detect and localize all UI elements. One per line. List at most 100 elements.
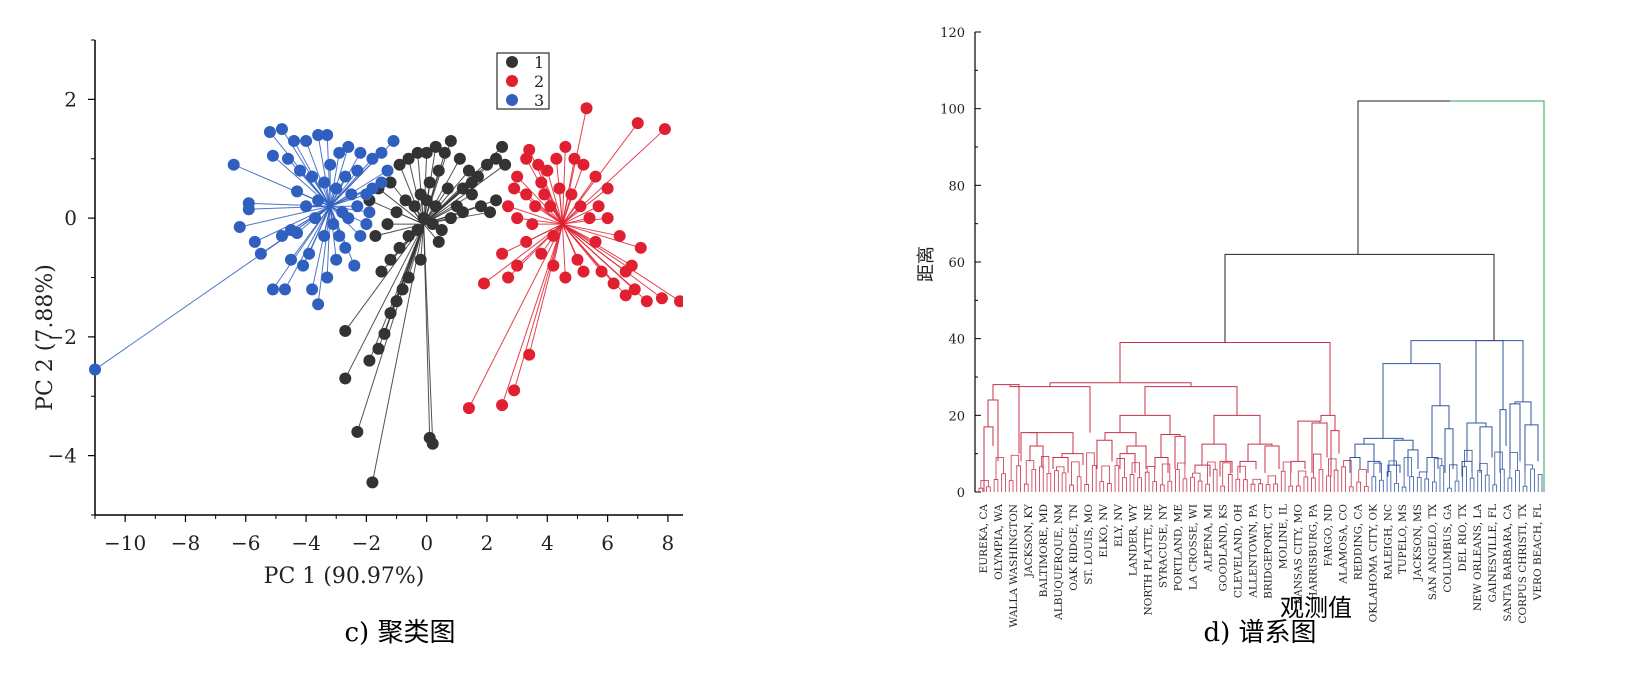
leaf-link <box>1318 469 1324 492</box>
leaf-link <box>1016 465 1021 492</box>
series-2-point <box>613 229 626 242</box>
series-3-point <box>360 218 373 231</box>
series-3-point <box>227 158 240 171</box>
x-axis-label: PC 1 (90.97%) <box>264 564 425 589</box>
series-1-point <box>351 425 364 438</box>
leaf-link <box>1040 456 1050 474</box>
leaf-label: JACKSON, MS <box>1412 504 1424 582</box>
leaf-label: DEL RIO, TX <box>1457 503 1469 571</box>
leaf-link <box>1439 465 1445 492</box>
leaf-label: SAN ANGELO, TX <box>1427 503 1439 600</box>
leaf-link <box>1477 469 1482 492</box>
series-1-point <box>432 164 445 177</box>
leaf-label: RALEIGH, NC <box>1382 504 1394 580</box>
merge-link <box>1126 445 1147 469</box>
series-2-ray <box>562 205 599 225</box>
leaf-link <box>1379 479 1384 492</box>
series-1-point <box>441 182 454 195</box>
series-1-point <box>384 253 397 266</box>
leaf-link <box>1432 481 1437 492</box>
leaf-link <box>1409 476 1414 492</box>
leaf-link <box>1001 473 1006 492</box>
leaf-label: ST. LOUIS, MO <box>1083 504 1095 585</box>
series-2-ray <box>517 217 563 225</box>
series-3-point <box>266 283 279 296</box>
leaf-link <box>1137 477 1142 492</box>
series-3-point <box>354 229 367 242</box>
leaf-link <box>1205 483 1210 492</box>
merge-link <box>1154 457 1169 473</box>
merge-link <box>1096 439 1113 469</box>
series-1-ray <box>344 223 425 332</box>
series-3-point <box>291 226 304 239</box>
leaf-link <box>1099 481 1105 492</box>
leaf-link <box>1235 478 1241 492</box>
leaf-link <box>1394 482 1399 492</box>
series-3-point <box>275 229 288 242</box>
series-3-point <box>333 146 346 159</box>
merge-link <box>1264 445 1280 473</box>
y-tick-label: 100 <box>940 103 965 118</box>
series-1-ray <box>378 188 424 225</box>
leaf-label: LA CROSSE, WI <box>1188 504 1200 590</box>
series-2-point <box>631 117 644 130</box>
series-2-point <box>523 348 536 361</box>
leaf-link <box>1212 469 1218 492</box>
series-2-ray <box>507 205 563 225</box>
series-3-point <box>342 140 355 153</box>
merge-link <box>1330 430 1340 477</box>
leaf-link <box>1507 477 1513 492</box>
leaf-link <box>1295 485 1301 492</box>
series-3-point <box>297 259 310 272</box>
series-2-point <box>502 271 515 284</box>
series-1-point <box>414 253 427 266</box>
leaf-link <box>1386 471 1392 492</box>
leaf-link <box>1500 468 1505 492</box>
y-tick-label: 0 <box>64 206 77 230</box>
leaf-link <box>1069 484 1074 492</box>
series-3-point <box>306 170 319 183</box>
leaf-label: GAINESVILLE, FL <box>1487 504 1499 602</box>
leaf-link <box>1341 466 1346 492</box>
series-2-ray <box>562 223 681 302</box>
leaf-link <box>1010 454 1020 481</box>
merge-link <box>1524 424 1539 473</box>
leaf-link <box>1071 461 1080 486</box>
series-2-ray <box>562 223 663 299</box>
series-3-ray <box>317 134 331 207</box>
leaf-link <box>1418 471 1428 479</box>
leaf-link <box>1522 485 1528 492</box>
series-1-point <box>390 206 403 219</box>
series-1-point <box>402 152 415 165</box>
series-3-point <box>233 221 246 234</box>
series-2-point <box>634 241 647 254</box>
scatter-caption: c) 聚类图 <box>344 618 456 648</box>
leaf-link <box>1273 483 1278 492</box>
series-3-point <box>312 129 325 141</box>
y-tick-label: 60 <box>948 256 965 271</box>
series-2-point <box>577 158 590 171</box>
leaf-link <box>1462 466 1467 492</box>
series-2-point <box>595 265 608 278</box>
leaf-link <box>1373 462 1382 481</box>
series-3-point <box>339 170 352 183</box>
series-3-ray <box>329 170 358 207</box>
series-1-ray <box>368 223 425 361</box>
series-1-point <box>423 176 436 189</box>
series-3-point <box>288 134 301 147</box>
merge-link <box>1119 453 1136 473</box>
series-3-point <box>354 146 367 159</box>
series-3-point <box>339 241 352 254</box>
series-3-point <box>300 134 313 147</box>
series-2-ray <box>562 223 620 237</box>
leaf-label: NEW ORLEANS, LA <box>1472 504 1484 611</box>
merge-link <box>1444 428 1454 473</box>
merge-link <box>1119 414 1171 435</box>
series-2-point <box>520 188 533 201</box>
leaf-label: COLUMBUS, GA <box>1442 504 1454 593</box>
leaf-link <box>1107 483 1112 492</box>
leaf-label: KANSAS CITY, MO <box>1292 504 1304 605</box>
series-3-ray <box>330 205 370 213</box>
leaf-link <box>1333 469 1339 492</box>
series-1-point <box>411 224 424 236</box>
